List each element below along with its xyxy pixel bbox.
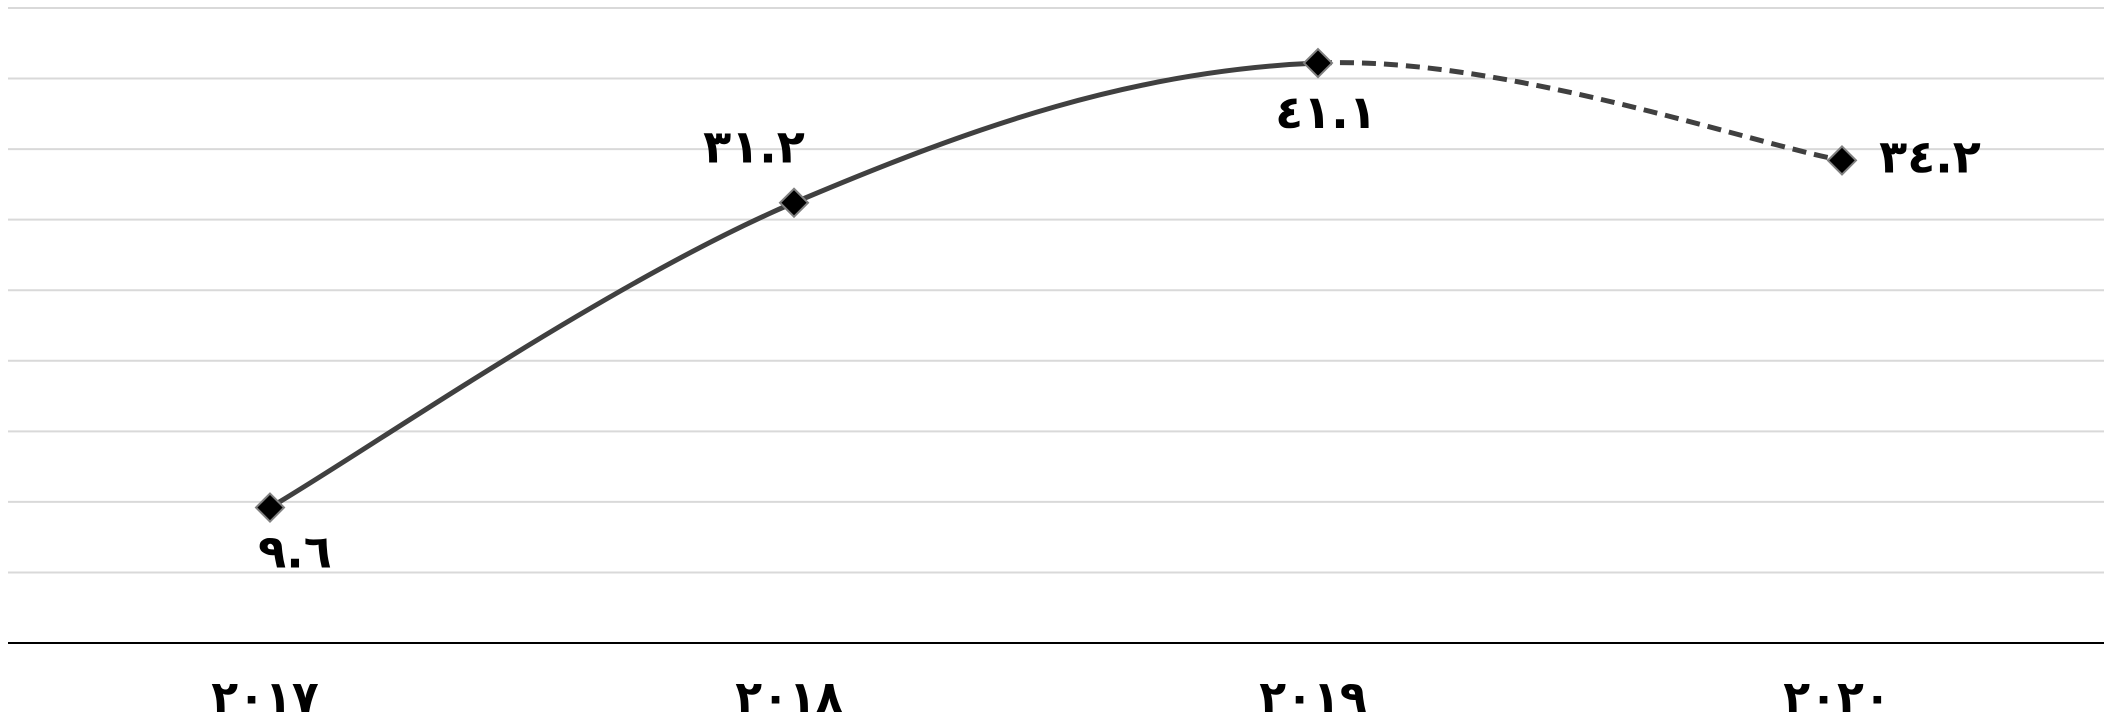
x-tick-label: ٢٠١٨ bbox=[735, 672, 843, 716]
x-tick-label: ٢٠١٧ bbox=[211, 672, 319, 716]
data-labels: ٩.٦ ٣١.٢ ٤١.١ ٣٤.٢ bbox=[258, 85, 1981, 579]
series-lines bbox=[267, 60, 1843, 511]
x-tick-label: ٢٠١٩ bbox=[1259, 672, 1366, 716]
data-point-marker bbox=[1302, 47, 1334, 79]
data-label: ٤١.١ bbox=[1275, 85, 1377, 139]
data-point-marker bbox=[778, 187, 810, 219]
data-point-marker bbox=[1826, 144, 1858, 176]
data-label: ٣١.٢ bbox=[703, 120, 805, 174]
x-tick-label: ٢٠٢٠ bbox=[1783, 672, 1890, 716]
data-markers bbox=[254, 47, 1858, 523]
data-label: ٩.٦ bbox=[258, 525, 332, 579]
x-tick-labels: ٢٠١٧ ٢٠١٨ ٢٠١٩ ٢٠٢٠ bbox=[211, 672, 1890, 716]
gridlines bbox=[8, 7, 2104, 574]
series-line-forecast bbox=[1317, 60, 1843, 163]
data-label: ٣٤.٢ bbox=[1879, 129, 1981, 183]
data-point-marker bbox=[254, 492, 286, 523]
